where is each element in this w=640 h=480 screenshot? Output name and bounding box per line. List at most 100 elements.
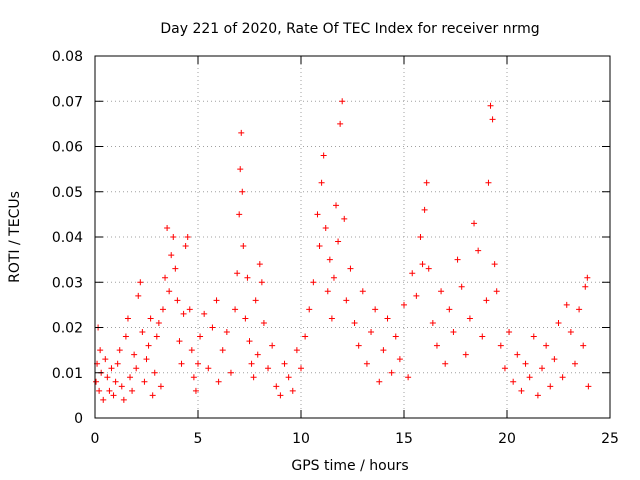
data-point <box>250 374 257 381</box>
data-point <box>433 342 440 349</box>
data-point <box>487 102 494 109</box>
data-point <box>343 297 350 304</box>
data-point <box>497 342 504 349</box>
data-point <box>176 338 183 345</box>
data-point <box>166 288 173 295</box>
data-point <box>147 315 154 322</box>
data-point <box>316 243 323 250</box>
data-point <box>269 342 276 349</box>
data-point <box>539 365 546 372</box>
data-point <box>571 360 578 367</box>
data-point <box>197 333 204 340</box>
data-point <box>328 315 335 322</box>
data-point <box>462 351 469 358</box>
data-point <box>143 356 150 363</box>
data-point <box>281 360 288 367</box>
data-point <box>351 319 358 326</box>
data-point <box>153 333 160 340</box>
data-point <box>248 360 255 367</box>
data-point <box>277 392 284 399</box>
data-point <box>93 378 100 385</box>
data-point <box>162 274 169 281</box>
data-point <box>240 243 247 250</box>
data-point <box>155 319 162 326</box>
data-point <box>359 288 366 295</box>
data-point <box>195 360 201 367</box>
data-point <box>322 224 329 231</box>
axis-ticks <box>94 55 611 419</box>
data-point <box>108 365 115 372</box>
data-point <box>551 356 558 363</box>
data-point <box>129 387 136 394</box>
data-point <box>555 319 562 326</box>
chart-title: Day 221 of 2020, Rate Of TEC Index for r… <box>160 21 539 37</box>
y-tick-label: 0.06 <box>52 140 83 156</box>
data-point <box>186 306 193 313</box>
x-axis-label: GPS time / hours <box>291 458 408 474</box>
data-point <box>372 306 379 313</box>
data-point <box>127 374 134 381</box>
data-point <box>260 319 267 326</box>
data-point <box>417 234 424 240</box>
data-point <box>547 383 554 390</box>
y-tick-label: 0.02 <box>52 321 83 337</box>
data-point <box>188 347 195 354</box>
data-point <box>149 392 156 399</box>
data-point <box>97 347 104 354</box>
data-point <box>258 279 265 286</box>
data-point <box>425 265 432 272</box>
data-point <box>510 378 517 385</box>
data-point <box>543 342 550 349</box>
data-point <box>182 243 189 250</box>
data-point <box>289 387 296 394</box>
data-point <box>174 297 181 304</box>
data-point <box>318 179 325 186</box>
data-point <box>423 179 430 186</box>
data-point <box>118 383 125 390</box>
data-point <box>405 374 412 381</box>
data-point <box>234 270 241 277</box>
data-point <box>236 211 243 218</box>
data-point <box>324 288 331 295</box>
y-tick-label: 0 <box>74 411 83 427</box>
data-point <box>252 297 259 304</box>
data-point <box>582 283 589 290</box>
data-point <box>151 369 158 376</box>
data-point <box>102 356 109 363</box>
data-point <box>285 374 292 381</box>
data-point <box>563 301 570 308</box>
data-point <box>310 279 317 286</box>
data-point <box>347 265 354 272</box>
y-tick-label: 0.03 <box>52 275 83 291</box>
data-point <box>429 319 436 326</box>
y-tick-label: 0.05 <box>52 185 83 201</box>
data-point <box>584 274 591 281</box>
x-tick-label: 25 <box>601 431 619 447</box>
data-point <box>580 342 587 349</box>
data-point <box>131 351 138 358</box>
data-point <box>110 392 117 399</box>
data-point <box>201 310 208 317</box>
data-point <box>122 333 129 340</box>
data-point <box>112 378 119 385</box>
data-point <box>184 234 191 240</box>
data-point <box>514 351 521 358</box>
data-point <box>133 365 140 372</box>
data-point <box>239 188 246 195</box>
data-point <box>337 120 344 127</box>
data-point <box>335 238 342 245</box>
data-point <box>380 347 387 354</box>
data-point <box>401 301 407 308</box>
data-point <box>458 283 465 290</box>
data-point <box>454 256 461 263</box>
data-point <box>413 292 420 299</box>
data-point <box>120 396 127 403</box>
x-tick-label: 20 <box>498 431 516 447</box>
data-point <box>265 365 272 372</box>
data-point <box>219 347 226 354</box>
data-point <box>227 369 234 376</box>
data-point <box>450 329 457 336</box>
data-point <box>442 360 449 367</box>
y-tick-label: 0.01 <box>52 366 83 382</box>
